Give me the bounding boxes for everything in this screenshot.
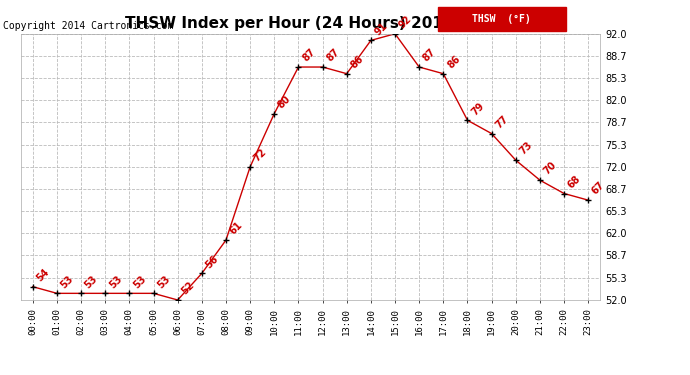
Text: 92: 92 xyxy=(397,14,413,30)
Text: 67: 67 xyxy=(590,180,607,197)
Text: 87: 87 xyxy=(300,47,317,64)
Text: 61: 61 xyxy=(228,220,244,237)
Text: 87: 87 xyxy=(324,47,342,64)
Text: 72: 72 xyxy=(252,147,268,164)
Text: 79: 79 xyxy=(469,100,486,117)
Text: 70: 70 xyxy=(542,160,558,177)
Text: 86: 86 xyxy=(445,54,462,70)
Text: 77: 77 xyxy=(493,114,510,130)
Text: 53: 53 xyxy=(155,273,172,290)
Text: 54: 54 xyxy=(34,267,51,284)
Text: THSW  (°F): THSW (°F) xyxy=(473,14,531,24)
Text: 53: 53 xyxy=(131,273,148,290)
Text: Copyright 2014 Cartronics.com: Copyright 2014 Cartronics.com xyxy=(3,21,174,31)
Text: 91: 91 xyxy=(373,21,389,37)
Text: 56: 56 xyxy=(204,254,220,270)
Text: 68: 68 xyxy=(566,174,583,190)
Text: 53: 53 xyxy=(59,273,75,290)
Text: 73: 73 xyxy=(518,140,534,157)
Text: 53: 53 xyxy=(83,273,99,290)
Text: 80: 80 xyxy=(276,94,293,110)
Text: 86: 86 xyxy=(348,54,366,70)
Text: 87: 87 xyxy=(421,47,438,64)
Text: 53: 53 xyxy=(107,273,124,290)
Text: 52: 52 xyxy=(179,280,196,297)
Title: THSW Index per Hour (24 Hours) 20140815: THSW Index per Hour (24 Hours) 20140815 xyxy=(125,16,496,31)
FancyBboxPatch shape xyxy=(438,7,566,31)
